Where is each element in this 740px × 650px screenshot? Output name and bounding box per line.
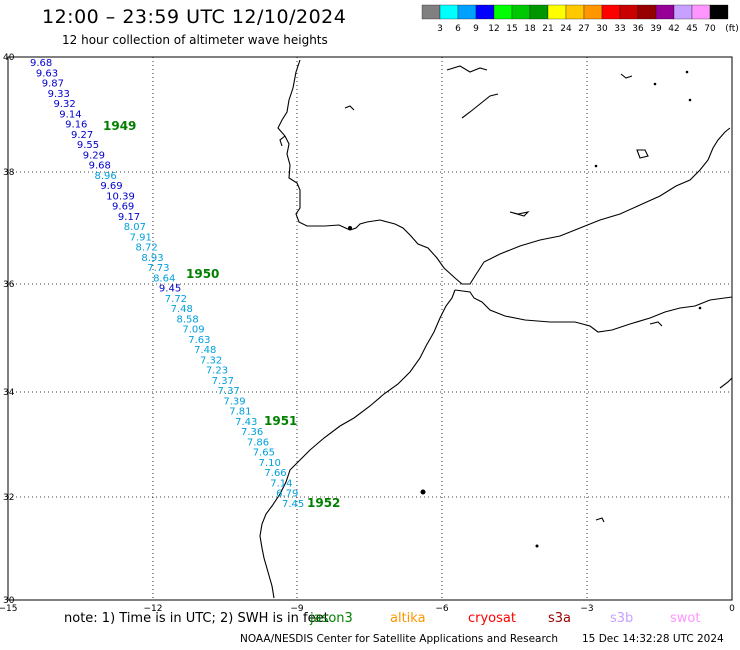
- legend-swatch: [709, 4, 729, 20]
- y-tick-label: 34: [3, 388, 15, 398]
- satellite-altika: altika: [390, 611, 426, 626]
- wave-height-value: 9.87: [42, 79, 64, 90]
- wave-height-value: 7.09: [182, 325, 204, 336]
- footer-timestamp: 15 Dec 14:32:28 UTC 2024: [582, 633, 724, 645]
- wave-height-value: 7.45: [282, 499, 304, 510]
- x-tick-label: −9: [290, 604, 304, 614]
- wave-height-value: 8.64: [153, 273, 175, 284]
- x-tick-label: −12: [144, 604, 163, 614]
- y-tick-label: 40: [3, 53, 15, 63]
- y-axis-labels: 40 38 36 34 32 30: [3, 53, 15, 606]
- x-tick-label: 0: [729, 604, 735, 614]
- map-title: 12:00 – 23:59 UTC 12/10/2024: [42, 6, 347, 28]
- grid-lines: [8, 57, 732, 600]
- islands: [348, 70, 702, 548]
- wave-height-value: 9.69: [112, 202, 134, 213]
- wave-height-value: 8.93: [141, 253, 163, 264]
- wave-height-value: 7.36: [241, 427, 263, 438]
- coastline: [259, 59, 733, 599]
- wave-height-value: 6.79: [276, 489, 298, 500]
- x-tick-label: −15: [0, 604, 18, 614]
- legend-label: 30: [596, 24, 608, 34]
- wave-height-value: 7.10: [259, 458, 281, 469]
- wave-height-value: 7.65: [253, 448, 275, 459]
- legend-label: 9: [473, 24, 479, 34]
- satellite-cryosat: cryosat: [468, 611, 516, 626]
- y-tick-label: 38: [3, 168, 15, 178]
- wave-height-value: 7.48: [194, 345, 216, 356]
- wave-height-value: 7.14: [270, 478, 292, 489]
- legend-label: 3: [437, 24, 443, 34]
- legend-label: (ft): [725, 24, 739, 34]
- wave-height-value: 9.17: [118, 212, 140, 223]
- wave-height-value: 9.14: [59, 109, 81, 120]
- wave-height-value: 7.91: [130, 232, 152, 243]
- legend-label: 15: [506, 24, 517, 34]
- wave-height-value: 7.32: [200, 355, 222, 366]
- legend-label: 36: [632, 24, 644, 34]
- wave-height-value: 7.86: [247, 437, 269, 448]
- legend-label: 27: [578, 24, 589, 34]
- map-frame: [7, 56, 733, 601]
- legend-label: 33: [614, 24, 625, 34]
- wave-height-value: 9.55: [77, 140, 99, 151]
- legend-label: 42: [668, 24, 679, 34]
- y-tick-label: 30: [3, 596, 15, 606]
- wave-height-value: 9.68: [30, 58, 52, 69]
- satellite-jason3: jason3: [310, 611, 353, 626]
- wave-height-value: 7.63: [188, 335, 210, 346]
- wave-height-value: 9.68: [89, 161, 111, 172]
- x-tick-label: −6: [435, 604, 449, 614]
- wave-height-value: 10.39: [106, 191, 135, 202]
- legend-label: 70: [704, 24, 716, 34]
- wave-height-value: 7.37: [212, 376, 234, 387]
- y-tick-label: 32: [3, 493, 14, 503]
- wave-height-value: 9.33: [48, 89, 70, 100]
- map-subtitle: 12 hour collection of altimeter wave hei…: [62, 33, 328, 47]
- wave-height-value: 9.63: [36, 68, 58, 79]
- track-labels: 1949 1950 1951 1952: [103, 119, 340, 510]
- y-tick-label: 36: [3, 280, 15, 290]
- wave-height-value: 8.72: [135, 243, 157, 254]
- wave-height-value: 7.39: [223, 396, 245, 407]
- note-text: note: 1) Time is in UTC; 2) SWH is in fe…: [64, 611, 329, 626]
- color-legend: 3 6 9 12 15 18 21 24 27 30 33 36 39 42 45 70 (ft): [421, 4, 739, 34]
- satellite-swot: swot: [670, 611, 701, 626]
- track-id-label: 1952: [307, 496, 340, 510]
- track-id-label: 1951: [264, 414, 297, 428]
- legend-label: 18: [524, 24, 536, 34]
- x-axis-labels: −15 −12 −9 −6 −3 0: [0, 604, 735, 614]
- legend-label: 45: [686, 24, 697, 34]
- wave-height-value: 9.45: [159, 284, 181, 295]
- wave-height-value: 7.37: [218, 386, 240, 397]
- legend-label: 24: [560, 24, 572, 34]
- satellite-s3b: s3b: [610, 611, 634, 626]
- satellite-s3a: s3a: [548, 611, 572, 626]
- wave-height-value: 7.66: [264, 468, 286, 479]
- footer-source: NOAA/NESDIS Center for Satellite Applica…: [240, 633, 558, 645]
- wave-height-value: 9.29: [83, 150, 105, 161]
- wave-height-value: 7.43: [235, 417, 257, 428]
- wave-height-value: 8.58: [177, 314, 199, 325]
- legend-label: 6: [455, 24, 461, 34]
- wave-height-value: 9.16: [65, 120, 87, 131]
- wave-height-value: 8.07: [124, 222, 146, 233]
- wave-height-value: 7.48: [171, 304, 193, 315]
- wave-height-value: 9.69: [100, 181, 122, 192]
- wave-height-value: 9.32: [53, 99, 75, 110]
- legend-label: 21: [542, 24, 553, 34]
- wave-height-labels: 9.689.639.879.339.329.149.169.279.559.29…: [30, 58, 304, 510]
- legend-label: 39: [650, 24, 662, 34]
- track-id-label: 1949: [103, 119, 136, 133]
- wave-height-value: 7.81: [229, 407, 251, 418]
- track-id-label: 1950: [186, 267, 219, 281]
- wave-height-value: 7.23: [206, 366, 228, 377]
- wave-height-value: 7.72: [165, 294, 187, 305]
- legend-label: 12: [488, 24, 499, 34]
- wave-height-value: 7.73: [147, 263, 169, 274]
- x-tick-label: −3: [580, 604, 593, 614]
- wave-height-value: 9.27: [71, 130, 93, 141]
- wave-height-value: 8.96: [94, 171, 116, 182]
